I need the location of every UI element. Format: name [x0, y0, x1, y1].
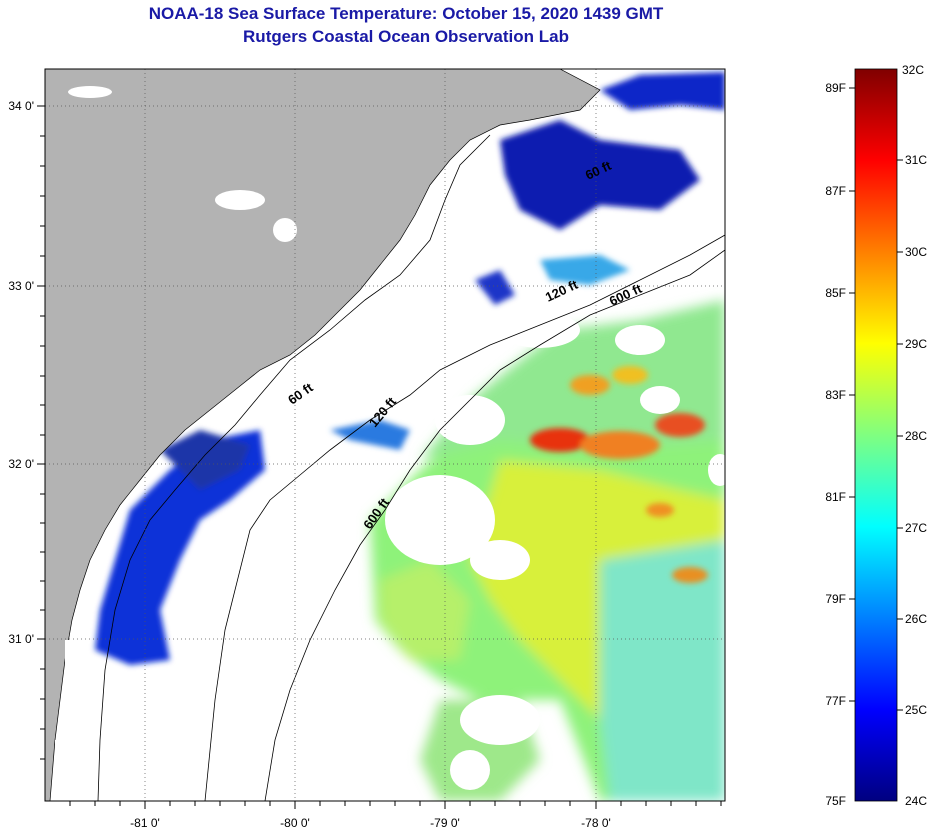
- land-cloud-patches: [55, 86, 297, 755]
- map-title: NOAA-18 Sea Surface Temperature: October…: [148, 4, 664, 23]
- celsius-label: 30C: [905, 245, 927, 259]
- celsius-label: 24C: [905, 794, 927, 808]
- fahrenheit-label: 87F: [825, 184, 846, 198]
- fahrenheit-label: 81F: [825, 490, 846, 504]
- lat-tick-label: 32 0': [8, 457, 34, 471]
- axis-ticks: [37, 105, 722, 809]
- celsius-label: 25C: [905, 703, 927, 717]
- fahrenheit-label: 77F: [825, 694, 846, 708]
- celsius-label: 32C: [902, 63, 924, 77]
- cloud-patches: [385, 312, 725, 790]
- lon-tick-label: -81 0': [130, 816, 160, 830]
- celsius-label: 27C: [905, 521, 927, 535]
- contour-60ft: [97, 134, 491, 801]
- celsius-label: 26C: [905, 612, 927, 626]
- contour-600ft: [264, 249, 725, 801]
- cold-water-layer: [95, 72, 725, 665]
- colorbar-gradient: [854, 68, 898, 802]
- lat-tick-label: 33 0': [8, 279, 34, 293]
- fahrenheit-label: 83F: [825, 388, 846, 402]
- colorbar: 32C 31C 30C 29C 28C 27C 26C 25C 24C 89F …: [825, 63, 927, 808]
- contour-120ft: [204, 234, 725, 801]
- fahrenheit-label: 85F: [825, 286, 846, 300]
- graticule: [45, 69, 725, 801]
- celsius-label: 31C: [905, 153, 927, 167]
- lon-tick-label: -79 0': [430, 816, 460, 830]
- map-subtitle: Rutgers Coastal Ocean Observation Lab: [243, 27, 569, 46]
- lat-tick-label: 31 0': [8, 632, 34, 646]
- fahrenheit-label: 89F: [825, 81, 846, 95]
- fahrenheit-label: 75F: [825, 794, 846, 808]
- lat-tick-label: 34 0': [8, 99, 34, 113]
- lon-tick-label: -80 0': [280, 816, 310, 830]
- lon-tick-label: -78 0': [581, 816, 611, 830]
- celsius-label: 29C: [905, 337, 927, 351]
- hot-spots: [530, 366, 708, 583]
- celsius-label: 28C: [905, 429, 927, 443]
- fahrenheit-label: 79F: [825, 592, 846, 606]
